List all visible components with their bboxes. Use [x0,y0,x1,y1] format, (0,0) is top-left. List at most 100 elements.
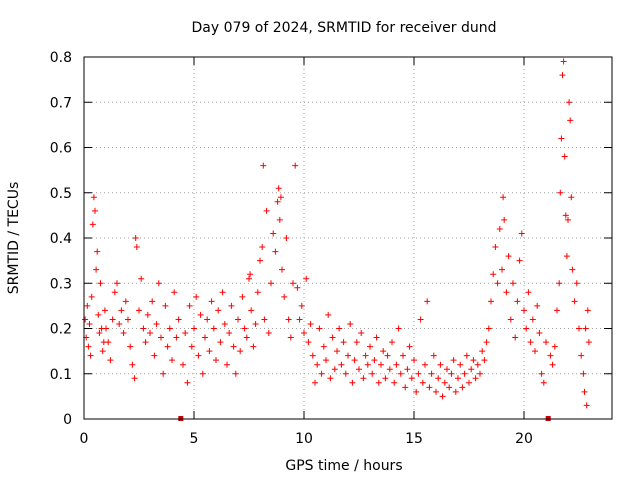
data-point [389,339,395,346]
data-point [378,361,384,368]
data-point [567,117,574,124]
data-point [472,375,479,382]
data-point [411,357,417,364]
data-point [492,244,499,251]
data-point [239,293,246,300]
x-tick-labels: 0 5 10 15 20 [80,431,533,447]
data-point [576,325,582,332]
data-point [144,311,151,318]
data-point [96,330,103,337]
data-point [287,334,294,341]
data-point [221,320,228,327]
data-point [560,58,567,65]
data-point [581,388,588,395]
data-point [127,343,134,350]
data-point [89,221,96,228]
data-point [129,361,136,368]
data-point [565,216,571,223]
data-point [254,289,261,296]
data-point [160,370,167,377]
data-point [360,375,367,382]
data-point [419,379,426,386]
data-point [500,194,507,201]
data-point [142,339,149,346]
data-point [294,284,301,291]
data-point [226,330,233,337]
data-point [92,207,98,214]
data-point [133,244,140,251]
y-tick-label: 0.1 [50,367,72,383]
data-point [452,388,459,395]
data-point [413,388,420,395]
data-point [136,307,142,314]
data-point [193,293,200,300]
data-point [101,307,108,314]
data-point [375,379,382,386]
data-point [307,320,314,327]
data-point [446,384,453,391]
data-point [235,316,241,323]
data-point [105,339,112,346]
data-point [265,330,272,337]
x-tick-label: 20 [515,431,533,447]
data-point [109,316,116,323]
data-point [86,320,93,327]
data-point [114,280,120,287]
data-point [561,153,568,160]
data-point [536,330,543,337]
data-point [466,379,472,386]
data-point [312,379,318,386]
data-point [437,361,444,368]
data-point [210,325,217,332]
data-point [538,370,545,377]
x-tick-label: 5 [190,431,199,447]
data-point [543,339,549,346]
data-point [94,248,101,255]
data-point [228,302,235,309]
data-point [461,370,468,377]
data-point [180,361,186,368]
data-point [138,275,145,282]
data-point [195,352,202,359]
data-point [125,316,131,323]
data-point [424,298,431,305]
data-point [316,325,323,332]
data-point [182,330,189,337]
data-point [518,230,525,237]
data-point [292,162,299,169]
data-point [435,375,442,382]
data-point [516,257,523,264]
data-point [521,307,527,314]
data-point [305,339,312,346]
data-point [571,298,578,305]
data-point [415,370,422,377]
data-point [331,366,338,373]
data-point [540,379,547,386]
y-axis-label: SRMTID / TECUs [6,182,22,295]
data-point [556,280,563,287]
data-point [371,357,378,364]
data-point [111,289,118,296]
data-point [340,339,347,346]
data-point [547,352,554,359]
x-axis-label: GPS time / hours [285,458,402,474]
x-tick-label: 10 [295,431,313,447]
data-point [477,370,483,377]
data-point [252,320,259,327]
data-point [563,253,570,260]
data-point [314,361,321,368]
data-point [404,366,411,373]
data-point [384,352,391,359]
data-point [281,293,288,300]
data-point [107,357,114,364]
data-point [549,361,556,368]
data-point [557,189,564,196]
data-point [345,352,351,359]
data-point [391,379,398,386]
data-point [199,370,206,377]
data-point [455,375,461,382]
data-point [171,289,178,296]
data-point [169,357,175,364]
data-point [261,316,268,323]
data-point [301,330,307,337]
